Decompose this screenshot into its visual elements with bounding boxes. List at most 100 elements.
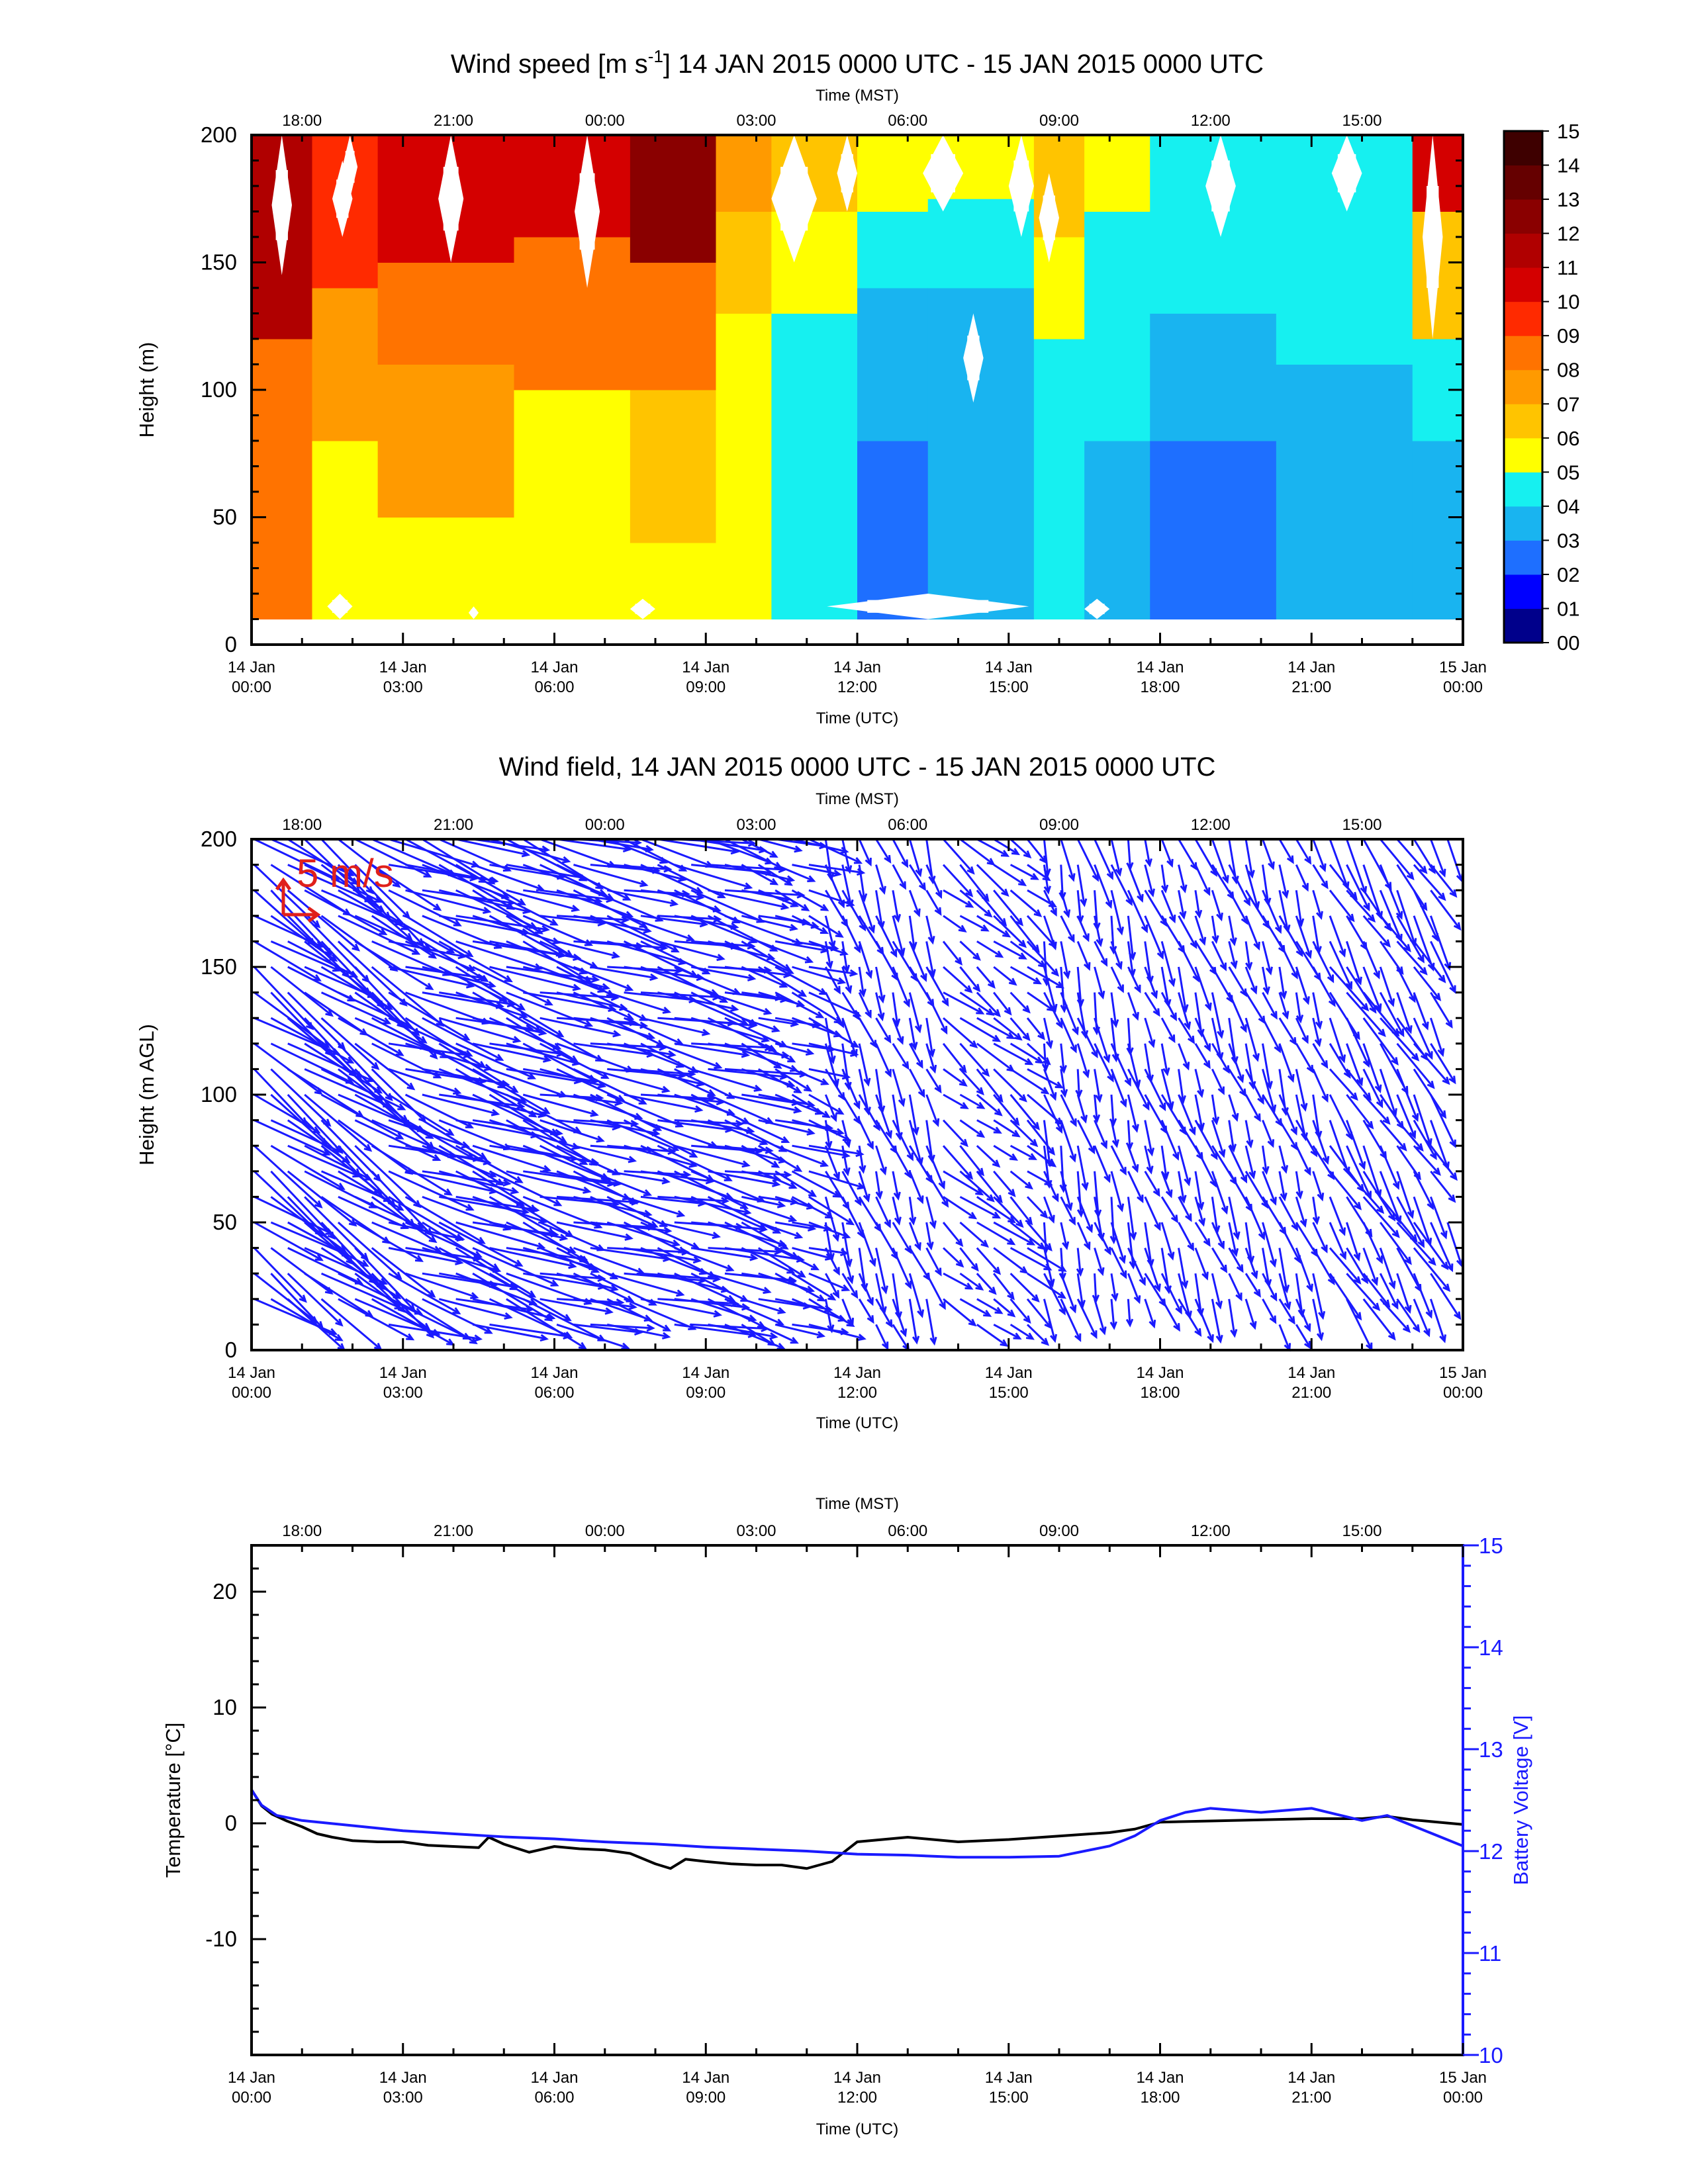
wind-arrow-head <box>1211 1116 1220 1126</box>
heat-cell <box>514 135 631 238</box>
wind-arrow <box>1346 940 1362 984</box>
x-tick-label: 09:00 <box>686 1384 726 1402</box>
wind-arrow <box>1178 1094 1196 1134</box>
wind-arrow <box>573 1272 633 1302</box>
x-tick-label: 14 Jan <box>985 2069 1033 2087</box>
wind-arrow <box>1278 839 1294 863</box>
wind-arrow <box>875 966 884 1002</box>
wind-arrow-head <box>1109 1321 1117 1330</box>
wind-arrow-head <box>1081 1182 1089 1191</box>
wind-arrow <box>640 838 712 868</box>
wind-arrow <box>875 1017 891 1042</box>
wind-arrow-head <box>1166 1101 1174 1111</box>
wind-arrow-head <box>816 1011 825 1019</box>
wind-arrow-head <box>1082 933 1090 942</box>
wind-arrow-head <box>1154 1222 1161 1232</box>
missing-data-region <box>780 167 808 231</box>
x-tick-label: 14 Jan <box>1288 659 1335 676</box>
wind-arrow <box>556 1042 633 1072</box>
wind-arrow <box>1194 915 1205 944</box>
wind-arrow <box>1278 1248 1288 1292</box>
wind-arrow <box>993 1068 1027 1102</box>
wind-arrow <box>270 1298 342 1342</box>
wind-arrow-head <box>1409 938 1417 947</box>
wind-arrow <box>1312 1068 1329 1101</box>
wind-arrow <box>1278 1298 1295 1324</box>
wind-arrow <box>1009 838 1031 858</box>
wind-arrow-head <box>1221 875 1229 884</box>
wind-arrow <box>993 1170 1015 1197</box>
wind-arrow <box>1009 1094 1040 1130</box>
wind-arrow-head <box>1265 966 1273 976</box>
wind-arrow-head <box>444 1188 453 1196</box>
wind-arrow <box>1127 915 1135 959</box>
wind-arrow <box>993 915 1026 948</box>
wind-arrow-head <box>1141 924 1149 934</box>
wind-arrow <box>993 838 1019 855</box>
wind-arrow-head <box>1231 876 1239 885</box>
wind-arrow <box>1278 940 1298 978</box>
wind-arrow-head <box>1316 1332 1325 1342</box>
wind-arrow <box>1144 889 1167 926</box>
wind-arrow <box>690 1068 761 1091</box>
wind-arrow <box>1312 864 1329 888</box>
wind-arrow-head <box>1363 903 1370 912</box>
wind-arrow <box>455 838 529 856</box>
wind-arrow <box>741 864 777 886</box>
wind-arrow <box>388 889 461 927</box>
wind-arrow <box>774 1093 822 1115</box>
wind-arrow-head <box>1318 1310 1326 1320</box>
wind-arrow-head <box>918 882 926 891</box>
wind-arrow-head <box>1007 1309 1016 1318</box>
wind-arrow-head <box>1207 1334 1214 1343</box>
wind-arrow <box>539 1042 608 1079</box>
wind-arrow <box>1413 1145 1440 1175</box>
wind-arrow-head <box>1037 1032 1045 1040</box>
wind-arrow-head <box>986 858 996 866</box>
wind-arrow <box>1043 1068 1056 1099</box>
wind-arrow <box>1211 1017 1223 1060</box>
wind-arrow-head <box>346 1056 355 1064</box>
wind-arrow-head <box>1376 1255 1383 1265</box>
wind-arrow <box>1160 1094 1186 1134</box>
wind-arrow-head <box>465 1121 474 1128</box>
wind-arrow <box>489 991 563 1037</box>
wind-arrow-head <box>934 1085 942 1094</box>
wind-arrow-head <box>521 850 531 858</box>
wind-arrow-head <box>878 994 886 1004</box>
wind-arrow-head <box>1312 1216 1320 1226</box>
wind-arrow-head <box>1433 993 1442 1001</box>
wind-arrow <box>1026 1324 1049 1345</box>
wind-arrow <box>976 1042 1014 1072</box>
wind-arrow-head <box>506 1000 516 1008</box>
wind-arrow <box>942 1042 966 1072</box>
wind-arrow <box>1413 992 1429 1029</box>
wind-arrow-head <box>1322 1156 1330 1165</box>
wind-arrow-head <box>1338 948 1346 958</box>
colorbar-label: 14 <box>1557 154 1579 177</box>
wind-arrow-head <box>1361 1003 1370 1012</box>
wind-arrow <box>388 1170 473 1210</box>
wind-arrow <box>606 991 670 1013</box>
wind-arrow-head <box>1264 1279 1272 1288</box>
wind-arrow-head <box>696 893 705 901</box>
wind-arrow <box>438 1119 510 1150</box>
wind-arrow-head <box>1230 960 1238 970</box>
wind-arrow-head <box>986 1008 995 1016</box>
x-tick-label: 03:00 <box>383 678 423 696</box>
wind-arrow <box>993 864 1025 886</box>
wind-arrow-head <box>663 1324 672 1332</box>
wind-field-top-axis-label: Time (MST) <box>816 790 899 808</box>
wind-arrow <box>758 1119 814 1134</box>
wind-arrow <box>1160 1298 1180 1330</box>
wind-arrow <box>1211 1298 1222 1342</box>
wind-arrow-head <box>352 943 361 952</box>
wind-arrow <box>1160 941 1175 985</box>
wind-arrow <box>354 1247 415 1311</box>
wind-arrow <box>1043 1196 1055 1222</box>
wind-arrow-head <box>1152 1008 1160 1017</box>
wind-arrow <box>1094 966 1104 998</box>
wind-arrow-head <box>1111 1019 1119 1028</box>
wind-arrow <box>1060 1298 1082 1341</box>
wind-arrow-head <box>794 1164 803 1172</box>
